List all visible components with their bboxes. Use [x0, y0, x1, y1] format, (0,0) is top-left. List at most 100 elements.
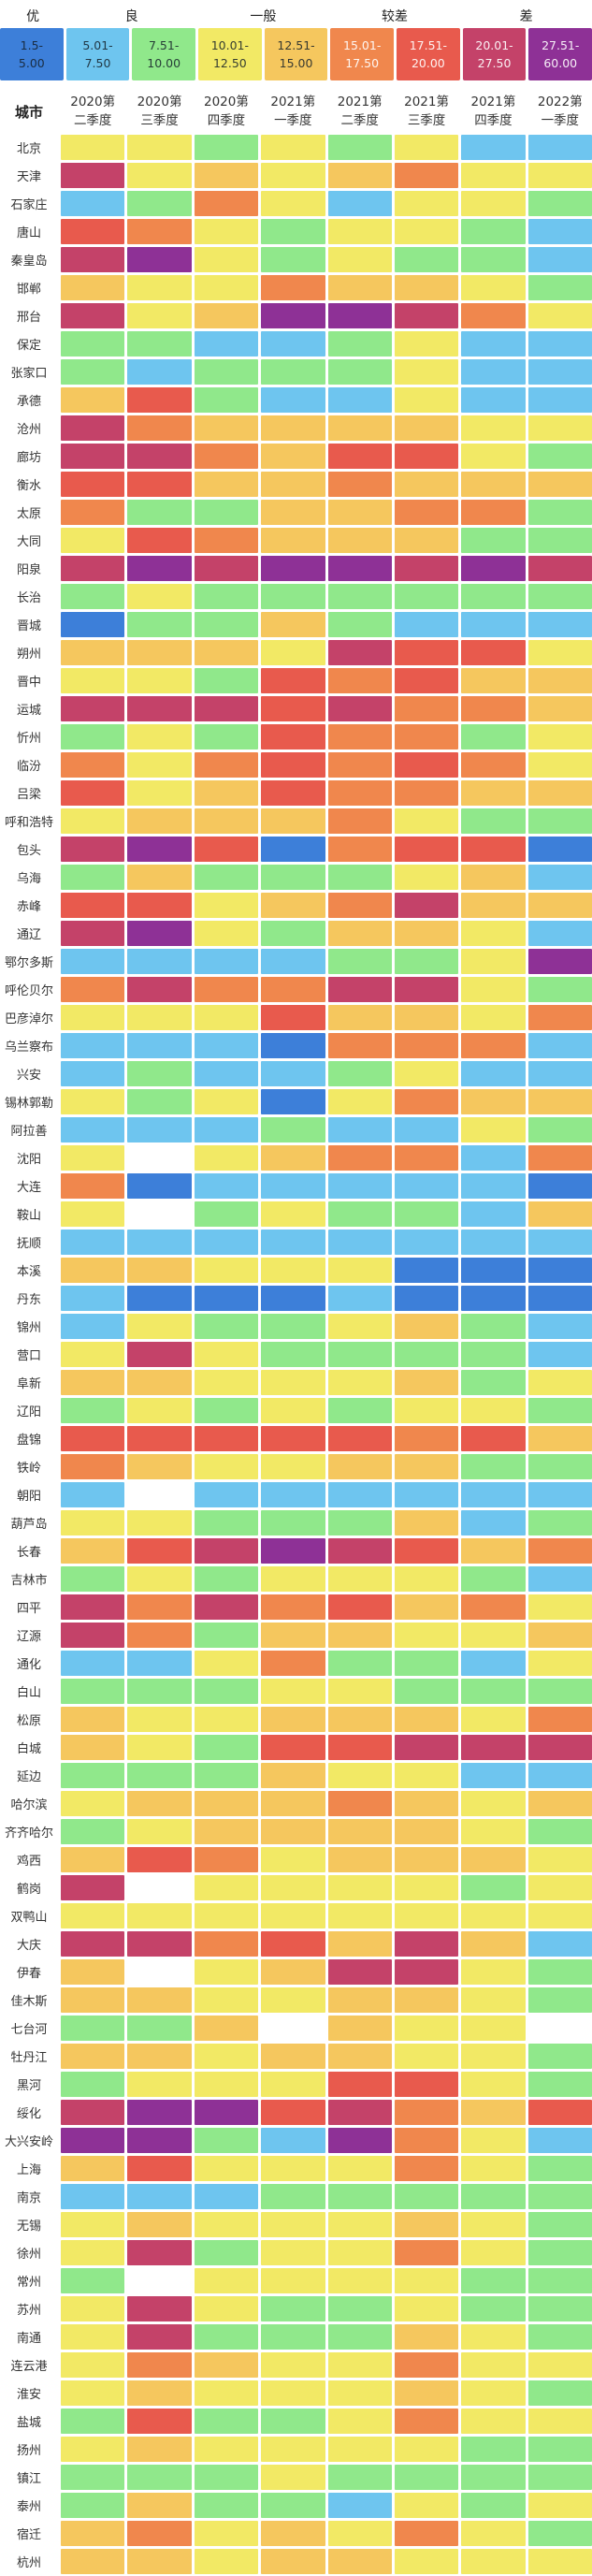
heatmap-cell [394, 612, 459, 637]
heatmap-cell [394, 2184, 459, 2209]
legend-swatch-range-end: 20.00 [411, 56, 445, 70]
heatmap-cell [61, 2352, 125, 2378]
heatmap-cell [527, 275, 592, 300]
heatmap-cell [394, 921, 459, 946]
heatmap-cell [527, 1875, 592, 1900]
heatmap-cell [61, 1454, 125, 1479]
heatmap-cell [461, 584, 526, 609]
heatmap-cell [327, 1398, 392, 1423]
heatmap-cell [327, 1117, 392, 1142]
heatmap-cell [327, 1707, 392, 1732]
heatmap-cell [327, 2072, 392, 2097]
heatmap-cell [61, 921, 125, 946]
heatmap-cell [61, 1763, 125, 1788]
heatmap-cell [394, 668, 459, 693]
city-label: 锦州 [16, 1321, 41, 1335]
heatmap-cell [61, 1370, 125, 1395]
heatmap-body: 北京 天津 石家庄 唐山 秦皇岛 邯郸 邢台 保定 张家口 承德 沧州 廊坊 衡水 太原 大同 阳泉 长治 晋城朔… [0, 135, 592, 2574]
heatmap-cell [61, 247, 125, 272]
heatmap-cell [127, 724, 192, 750]
legend-swatch-range-start: 12.51- [277, 37, 315, 52]
quarter-year: 2021第 [337, 94, 383, 109]
heatmap-cell [127, 2184, 192, 2209]
heatmap-cell [261, 668, 325, 693]
heatmap-cell [261, 1201, 325, 1227]
heatmap-cell [261, 1145, 325, 1171]
heatmap-cell [127, 1847, 192, 1872]
heatmap-cell [261, 2268, 325, 2293]
legend-swatch-range-end: 27.50 [477, 56, 512, 70]
heatmap-cell [61, 2409, 125, 2434]
heatmap-cell [194, 1005, 259, 1030]
quarter-column-header: 2022第 一季度 [528, 93, 592, 131]
heatmap-cell [261, 2016, 325, 2041]
heatmap-cell [194, 1819, 259, 1844]
heatmap-cell [394, 1145, 459, 1171]
heatmap-cell [327, 1342, 392, 1367]
heatmap-cell [194, 331, 259, 357]
heatmap-cell [327, 949, 392, 974]
heatmap-cell [261, 1791, 325, 1816]
heatmap-cell [527, 500, 592, 525]
heatmap-cell [327, 191, 392, 216]
heatmap-cell [394, 303, 459, 328]
heatmap-cell [527, 2240, 592, 2265]
city-label: 天津 [16, 170, 41, 184]
heatmap-cell [61, 444, 125, 469]
legend-swatch: 12.51- 15.00 [264, 28, 328, 80]
heatmap-cell [127, 2156, 192, 2181]
heatmap-cell [261, 1819, 325, 1844]
heatmap-cell [194, 1538, 259, 1564]
heatmap-cell [461, 696, 526, 721]
legend-swatches: 1.5- 5.00 5.01- 7.50 7.51- 10.00 10.01- 12.50 12… [0, 28, 592, 80]
heatmap-cell [461, 1819, 526, 1844]
city-label: 张家口 [10, 367, 48, 381]
legend-swatch-range-start: 17.51- [409, 37, 448, 52]
heatmap-cell [327, 1145, 392, 1171]
city-label: 沈阳 [16, 1153, 41, 1167]
heatmap-cell [461, 1230, 526, 1255]
heatmap-cell [461, 387, 526, 413]
heatmap-cell [327, 1538, 392, 1564]
heatmap-cell [461, 1791, 526, 1816]
heatmap-cell [194, 556, 259, 581]
city-label: 太原 [16, 507, 41, 521]
quarter-name: 二季度 [73, 113, 112, 128]
heatmap-cell [61, 2549, 125, 2574]
heatmap-cell [127, 640, 192, 665]
heatmap-cell [194, 1763, 259, 1788]
heatmap-cell [394, 1707, 459, 1732]
city-label: 大兴安岭 [4, 2135, 53, 2149]
heatmap-cell [261, 724, 325, 750]
heatmap-cell [61, 865, 125, 890]
heatmap-cell [261, 949, 325, 974]
city-label: 白城 [16, 1742, 41, 1756]
legend-swatch-range-start: 5.01- [82, 37, 113, 52]
heatmap-cell [394, 275, 459, 300]
heatmap-cell [261, 2044, 325, 2069]
heatmap-cell [527, 780, 592, 806]
heatmap-cell [127, 1931, 192, 1957]
heatmap-cell [461, 303, 526, 328]
heatmap-cell [194, 1594, 259, 1620]
heatmap-cell [327, 668, 392, 693]
heatmap-cell [127, 1594, 192, 1620]
heatmap-cell [61, 1482, 125, 1507]
city-label: 牡丹江 [10, 2051, 48, 2065]
heatmap-cell [461, 528, 526, 553]
heatmap-cell [127, 2465, 192, 2490]
heatmap-cell [461, 275, 526, 300]
heatmap-cell [527, 1847, 592, 1872]
heatmap-cell [527, 1679, 592, 1704]
heatmap-cell [194, 135, 259, 160]
heatmap-cell [194, 1258, 259, 1283]
heatmap-cell [527, 1398, 592, 1423]
heatmap-cell [127, 1089, 192, 1114]
heatmap-cell [61, 752, 125, 778]
heatmap-cell [261, 808, 325, 834]
heatmap-cell [327, 1173, 392, 1199]
heatmap-cell [127, 1819, 192, 1844]
heatmap-cell [527, 331, 592, 357]
heatmap-cell [527, 893, 592, 918]
heatmap-cell [527, 1258, 592, 1283]
